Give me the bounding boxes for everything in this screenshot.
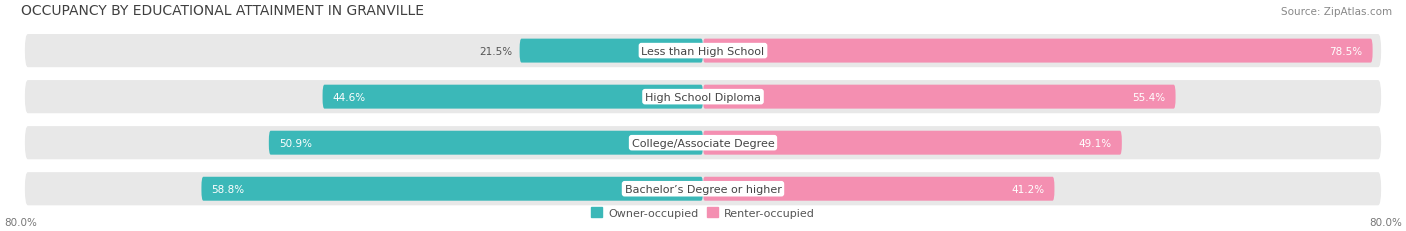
FancyBboxPatch shape <box>703 85 1175 109</box>
Text: 55.4%: 55.4% <box>1132 92 1166 102</box>
FancyBboxPatch shape <box>25 81 1381 114</box>
Text: 50.9%: 50.9% <box>278 138 312 148</box>
FancyBboxPatch shape <box>25 127 1381 160</box>
Text: 41.2%: 41.2% <box>1011 184 1045 194</box>
Text: 21.5%: 21.5% <box>479 46 513 56</box>
FancyBboxPatch shape <box>520 40 703 63</box>
FancyBboxPatch shape <box>201 177 703 201</box>
Text: Less than High School: Less than High School <box>641 46 765 56</box>
Text: College/Associate Degree: College/Associate Degree <box>631 138 775 148</box>
FancyBboxPatch shape <box>703 177 1054 201</box>
FancyBboxPatch shape <box>269 131 703 155</box>
Text: 44.6%: 44.6% <box>333 92 366 102</box>
FancyBboxPatch shape <box>703 131 1122 155</box>
Text: 49.1%: 49.1% <box>1078 138 1112 148</box>
FancyBboxPatch shape <box>322 85 703 109</box>
Text: High School Diploma: High School Diploma <box>645 92 761 102</box>
Text: Source: ZipAtlas.com: Source: ZipAtlas.com <box>1281 7 1392 17</box>
FancyBboxPatch shape <box>25 172 1381 205</box>
FancyBboxPatch shape <box>703 40 1372 63</box>
Text: OCCUPANCY BY EDUCATIONAL ATTAINMENT IN GRANVILLE: OCCUPANCY BY EDUCATIONAL ATTAINMENT IN G… <box>21 4 423 18</box>
FancyBboxPatch shape <box>25 35 1381 68</box>
Text: 78.5%: 78.5% <box>1329 46 1362 56</box>
Text: 58.8%: 58.8% <box>212 184 245 194</box>
Legend: Owner-occupied, Renter-occupied: Owner-occupied, Renter-occupied <box>592 208 814 218</box>
Text: Bachelor’s Degree or higher: Bachelor’s Degree or higher <box>624 184 782 194</box>
